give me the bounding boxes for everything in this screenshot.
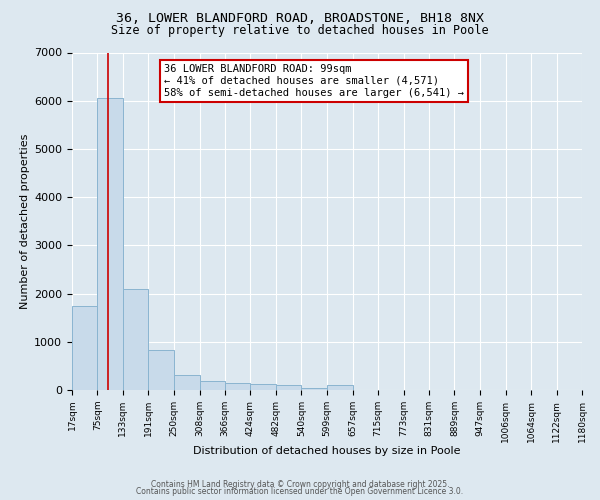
Bar bbox=[327, 385, 353, 390]
Bar bbox=[123, 289, 148, 390]
Bar bbox=[301, 388, 327, 390]
Text: Contains public sector information licensed under the Open Government Licence 3.: Contains public sector information licen… bbox=[136, 487, 464, 496]
Bar bbox=[148, 350, 174, 390]
Bar bbox=[174, 375, 200, 390]
Text: 36, LOWER BLANDFORD ROAD, BROADSTONE, BH18 8NX: 36, LOWER BLANDFORD ROAD, BROADSTONE, BH… bbox=[116, 12, 484, 26]
Bar bbox=[250, 384, 276, 390]
Text: Contains HM Land Registry data © Crown copyright and database right 2025.: Contains HM Land Registry data © Crown c… bbox=[151, 480, 449, 489]
Text: 36 LOWER BLANDFORD ROAD: 99sqm
← 41% of detached houses are smaller (4,571)
58% : 36 LOWER BLANDFORD ROAD: 99sqm ← 41% of … bbox=[164, 64, 464, 98]
Bar bbox=[225, 383, 250, 390]
Text: Size of property relative to detached houses in Poole: Size of property relative to detached ho… bbox=[111, 24, 489, 37]
X-axis label: Distribution of detached houses by size in Poole: Distribution of detached houses by size … bbox=[193, 446, 461, 456]
Bar bbox=[276, 384, 301, 390]
Bar bbox=[200, 381, 225, 390]
Y-axis label: Number of detached properties: Number of detached properties bbox=[20, 134, 30, 309]
Bar bbox=[72, 306, 97, 390]
Bar bbox=[97, 98, 123, 390]
